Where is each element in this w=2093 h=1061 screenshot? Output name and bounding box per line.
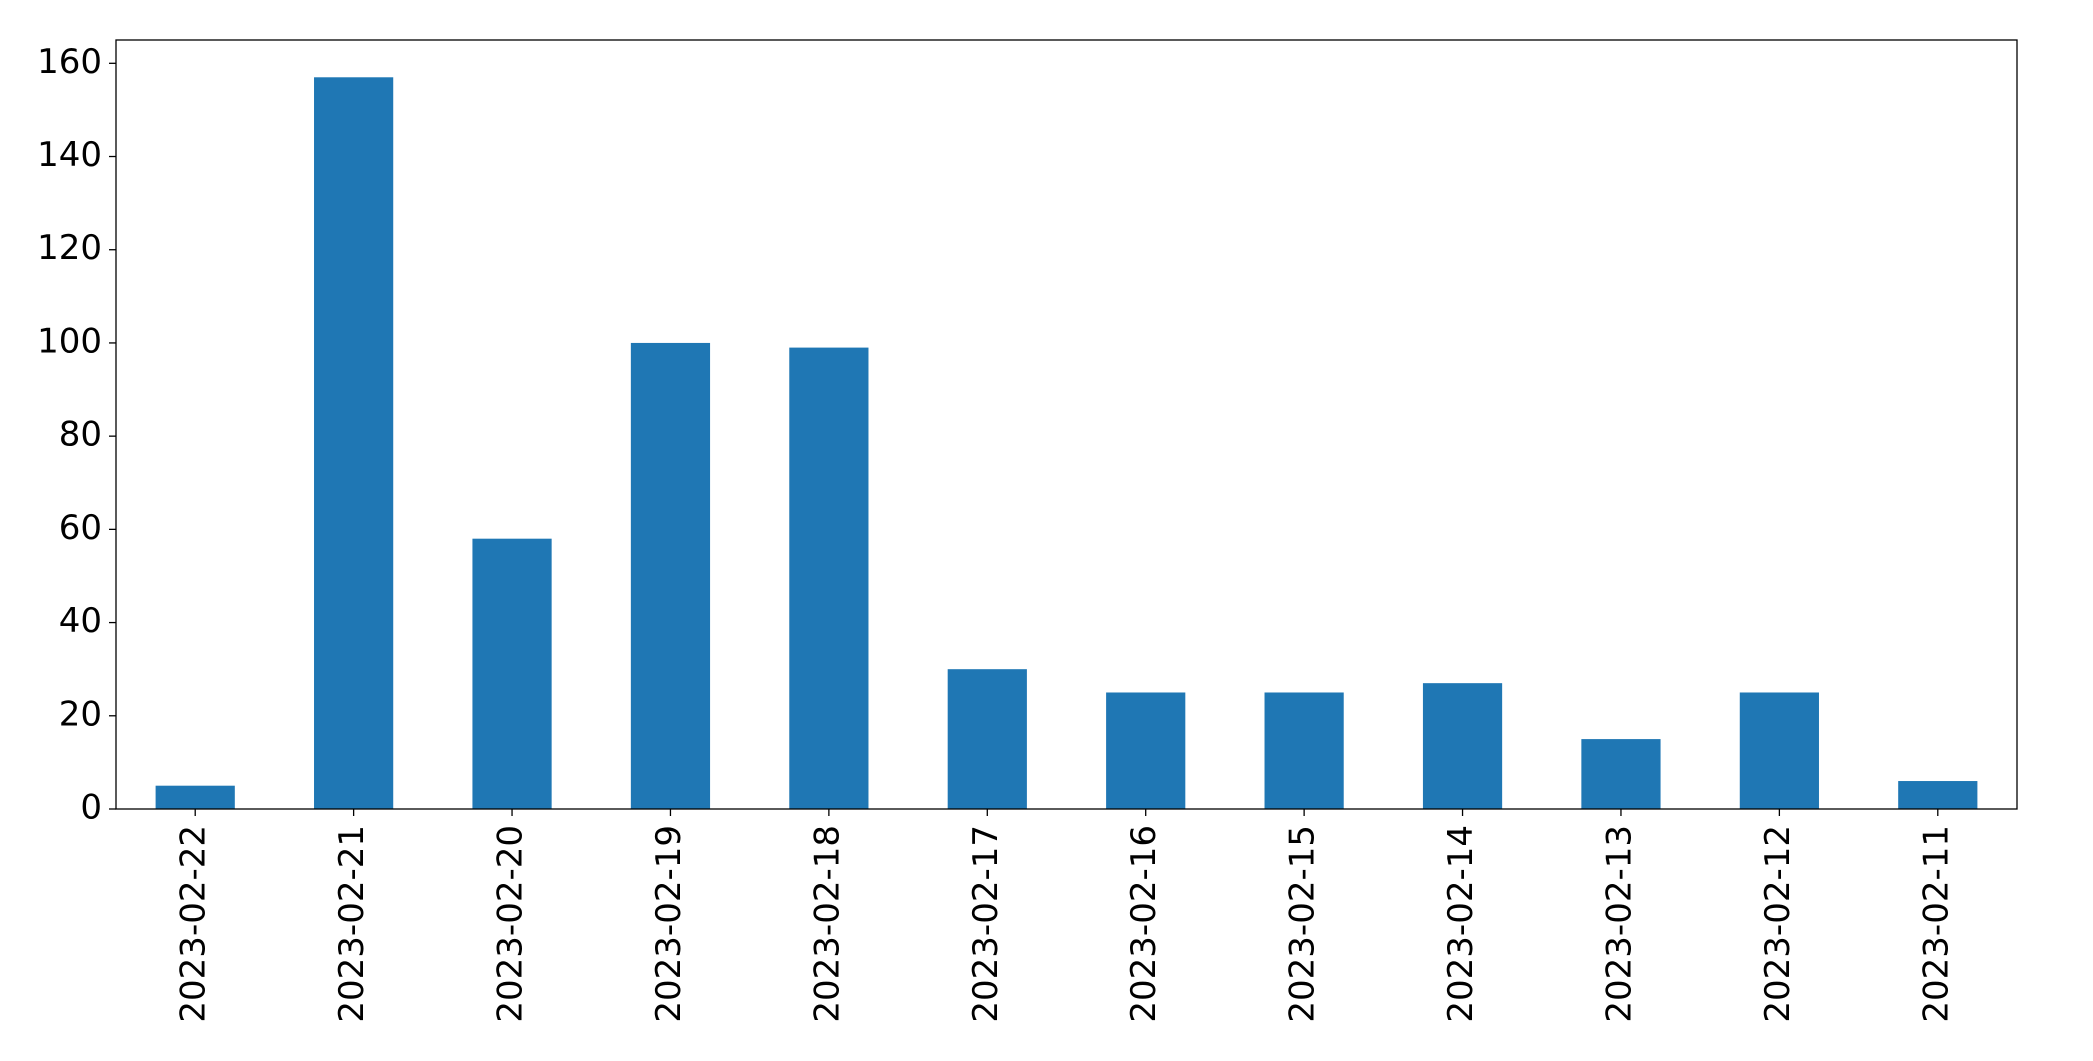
x-tick-label: 2023-02-14	[1441, 825, 1481, 1023]
y-tick-label: 0	[80, 788, 102, 828]
y-tick-label: 140	[37, 135, 102, 175]
bar	[947, 669, 1027, 809]
x-tick-label: 2023-02-19	[649, 825, 689, 1023]
x-tick-label: 2023-02-21	[332, 825, 372, 1023]
x-tick-label: 2023-02-15	[1283, 825, 1323, 1023]
bar	[1581, 739, 1661, 809]
y-tick-label: 120	[37, 228, 102, 268]
x-tick-label: 2023-02-12	[1758, 825, 1798, 1023]
bar	[1264, 692, 1344, 809]
y-tick-label: 160	[37, 42, 102, 82]
x-tick-label: 2023-02-22	[174, 825, 214, 1023]
x-tick-label: 2023-02-17	[966, 825, 1006, 1023]
x-tick-label: 2023-02-11	[1916, 825, 1956, 1023]
bar	[630, 342, 711, 809]
x-tick-label: 2023-02-18	[807, 825, 847, 1023]
x-tick-label: 2023-02-20	[491, 825, 531, 1023]
bar	[314, 77, 394, 809]
bar	[1898, 781, 1978, 809]
x-tick-label: 2023-02-13	[1599, 825, 1639, 1023]
bar	[1422, 683, 1503, 809]
y-tick-label: 20	[59, 694, 102, 734]
plot-frame	[115, 39, 2018, 810]
x-tick-label: 2023-02-16	[1124, 825, 1164, 1023]
bar	[789, 347, 869, 809]
bar	[155, 785, 235, 809]
y-tick-label: 80	[59, 415, 102, 455]
y-tick-label: 60	[59, 508, 102, 548]
y-tick-label: 100	[37, 321, 102, 361]
bar	[1106, 692, 1186, 809]
y-tick-label: 40	[59, 601, 102, 641]
bar	[472, 538, 552, 809]
bar	[1739, 692, 1819, 809]
